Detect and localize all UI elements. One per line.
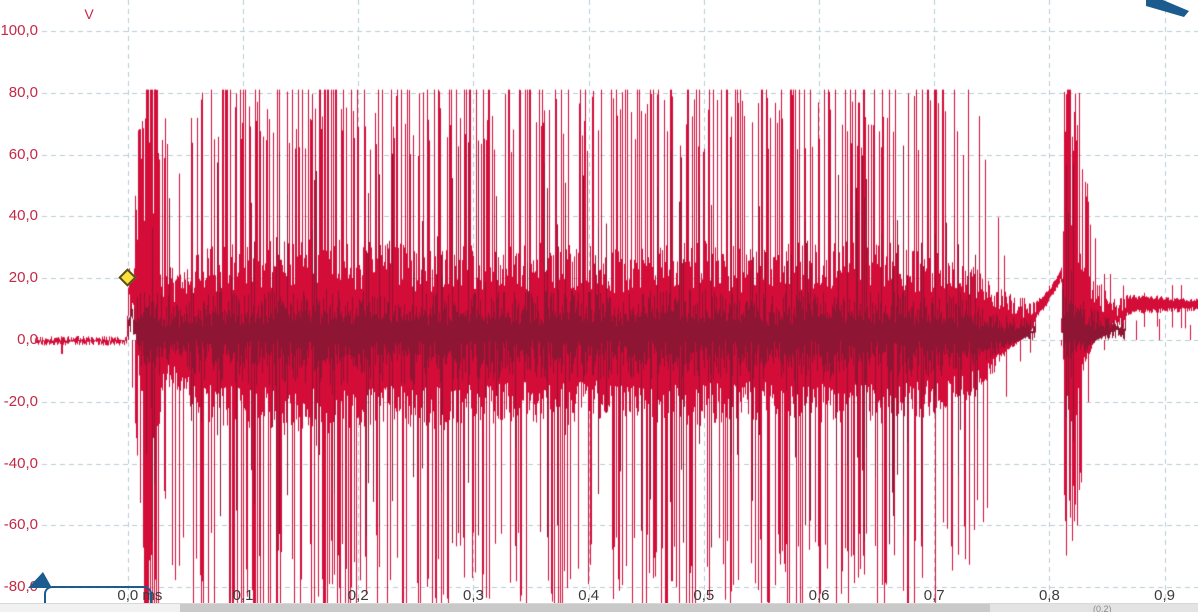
marker-handle-box[interactable] (44, 586, 152, 612)
x-tick-label: 0,8 (1038, 587, 1060, 604)
y-tick-label: -80,0 (3, 578, 38, 596)
x-tick-label: 0,7 (923, 587, 945, 604)
x-tick-label: 0,3 (463, 587, 484, 604)
horizontal-scrollbar[interactable]: (0.2) (0, 603, 1198, 612)
scrollbar-partial-text: (0.2) (1093, 604, 1112, 612)
scrollbar-thumb[interactable] (180, 604, 990, 612)
y-tick-label: -60,0 (3, 516, 38, 534)
bottom-left-flag-icon[interactable] (28, 572, 52, 588)
x-tick-label: 0,2 (347, 587, 369, 604)
scrollbar-track-right[interactable] (990, 604, 1198, 612)
x-tick-label: 0,1 (232, 587, 254, 604)
y-tick-label: 80,0 (8, 83, 38, 101)
y-axis-unit-label: V (84, 6, 94, 22)
x-tick-label: 0,9 (1154, 587, 1176, 604)
top-right-trigger-arrow-icon[interactable] (1146, 0, 1189, 17)
x-tick-label: 0,6 (808, 587, 830, 604)
y-tick-label: 100,0 (0, 21, 38, 39)
y-tick-label: 20,0 (8, 269, 38, 287)
y-tick-label: 0,0 (17, 331, 38, 348)
y-tick-label: -40,0 (3, 454, 38, 472)
y-tick-label: -20,0 (3, 392, 38, 410)
x-tick-label: 0,4 (578, 587, 600, 604)
y-tick-label: 40,0 (8, 207, 38, 225)
y-tick-label: 60,0 (8, 145, 38, 163)
x-tick-label: 0,5 (693, 587, 715, 604)
